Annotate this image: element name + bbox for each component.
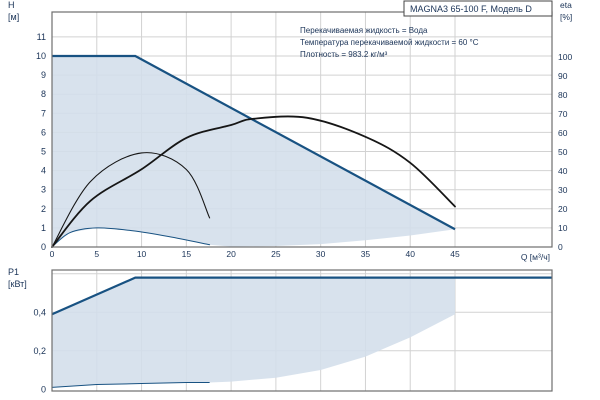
svg-text:2: 2 [41, 204, 46, 214]
svg-text:50: 50 [558, 147, 568, 157]
svg-text:100: 100 [558, 52, 572, 62]
svg-text:3: 3 [41, 185, 46, 195]
svg-text:Q [м³/ч]: Q [м³/ч] [521, 252, 550, 262]
svg-text:20: 20 [226, 249, 236, 259]
svg-text:0: 0 [50, 249, 55, 259]
svg-text:P1: P1 [8, 267, 19, 277]
svg-text:[м]: [м] [8, 12, 19, 22]
svg-text:0: 0 [41, 384, 46, 394]
svg-text:4: 4 [41, 166, 46, 176]
svg-text:40: 40 [558, 166, 568, 176]
svg-text:45: 45 [450, 249, 460, 259]
svg-text:7: 7 [41, 108, 46, 118]
svg-text:5: 5 [41, 147, 46, 157]
svg-text:10: 10 [558, 223, 568, 233]
svg-text:15: 15 [182, 249, 192, 259]
svg-text:8: 8 [41, 89, 46, 99]
svg-text:5: 5 [94, 249, 99, 259]
svg-text:0: 0 [41, 242, 46, 252]
svg-text:70: 70 [558, 109, 568, 119]
svg-text:1: 1 [41, 223, 46, 233]
svg-text:[кВт]: [кВт] [8, 279, 27, 289]
svg-text:60: 60 [558, 128, 568, 138]
svg-text:Температура перекачиваемой жид: Температура перекачиваемой жидкости = 60… [300, 38, 479, 47]
svg-text:90: 90 [558, 71, 568, 81]
svg-text:6: 6 [41, 127, 46, 137]
svg-text:30: 30 [316, 249, 326, 259]
svg-text:40: 40 [405, 249, 415, 259]
svg-text:10: 10 [36, 51, 46, 61]
svg-text:0,4: 0,4 [33, 307, 46, 317]
svg-text:[%]: [%] [560, 12, 572, 22]
svg-text:eta: eta [560, 0, 572, 10]
svg-text:30: 30 [558, 185, 568, 195]
svg-text:MAGNA3 65-100 F, Модель D: MAGNA3 65-100 F, Модель D [410, 4, 532, 14]
svg-text:H: H [8, 0, 15, 10]
svg-text:25: 25 [271, 249, 281, 259]
svg-text:Перекачиваемая жидкость = Вода: Перекачиваемая жидкость = Вода [300, 26, 428, 35]
svg-text:Плотность = 983.2 кг/м³: Плотность = 983.2 кг/м³ [300, 50, 388, 59]
svg-text:35: 35 [361, 249, 371, 259]
svg-text:80: 80 [558, 90, 568, 100]
svg-text:9: 9 [41, 70, 46, 80]
svg-text:0,2: 0,2 [33, 346, 46, 356]
svg-text:20: 20 [558, 204, 568, 214]
svg-text:11: 11 [37, 32, 46, 42]
svg-text:10: 10 [137, 249, 147, 259]
svg-text:0: 0 [558, 242, 563, 252]
